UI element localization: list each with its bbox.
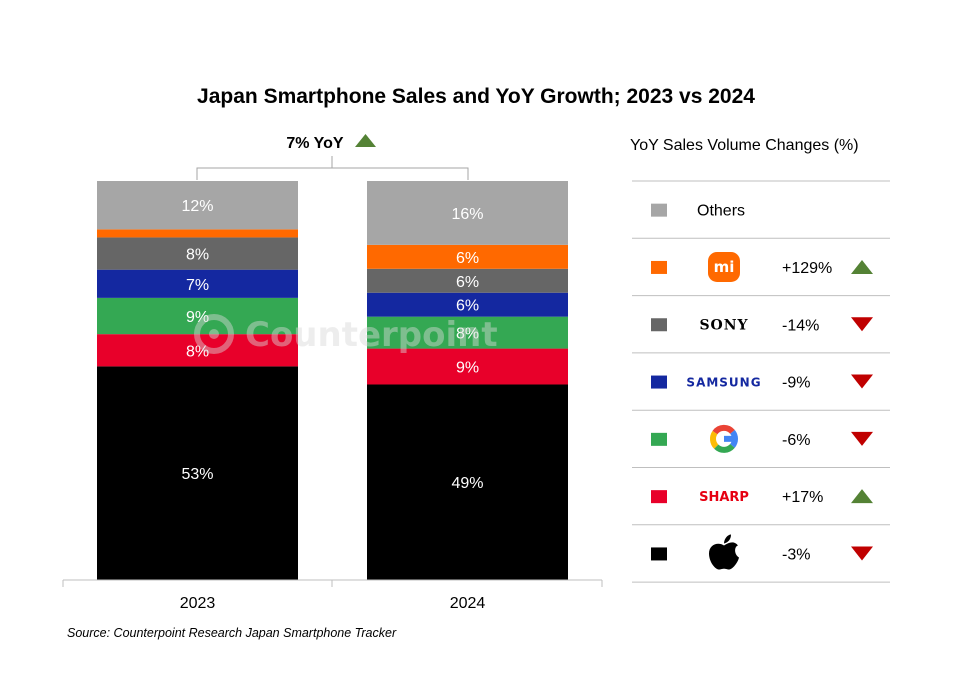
chart-title: Japan Smartphone Sales and YoY Growth; 2…	[197, 85, 755, 108]
down-arrow-icon	[851, 431, 873, 446]
data-label-sony-2024: 6%	[456, 274, 479, 291]
down-arrow-icon	[851, 317, 873, 332]
legend-change-sony: -14%	[782, 317, 819, 334]
legend-change-sharp: +17%	[782, 489, 823, 506]
bar-segment-xiaomi-2023	[97, 229, 298, 238]
data-label-apple-2024: 49%	[451, 475, 483, 492]
legend-swatch-apple	[651, 547, 667, 561]
bar-segment-apple-2023	[97, 366, 298, 580]
data-label-others-2023: 12%	[181, 198, 213, 215]
bar-segment-google-2024	[367, 316, 568, 349]
yoy-up-arrow-icon	[355, 134, 376, 147]
data-label-xiaomi-2024: 6%	[456, 250, 479, 267]
xiaomi-logo: mi	[708, 251, 740, 282]
category-label-2024: 2024	[450, 595, 486, 612]
legend-swatch-sony	[651, 318, 667, 332]
data-label-apple-2023: 53%	[181, 466, 213, 483]
legend-swatch-samsung	[651, 375, 667, 389]
bars: 53% 8% 9% 7% 8% 12% 49% 9% 8% 6% 6% 6% 16%	[97, 181, 568, 580]
legend-swatch-sharp	[651, 490, 667, 504]
sony-logo: SONY	[699, 317, 748, 333]
legend-label-others: Others	[697, 203, 745, 220]
apple-logo	[709, 534, 739, 570]
legend-change-google: -6%	[782, 432, 810, 449]
category-labels: 2023 2024	[180, 595, 486, 612]
yoy-label: 7% YoY	[286, 135, 344, 152]
legend: Others mi +129% SONY -14% SAMSUNG -9% -6% SHARP +…	[632, 180, 890, 583]
data-label-sony-2023: 8%	[186, 247, 209, 264]
source-note: Source: Counterpoint Research Japan Smar…	[67, 626, 397, 640]
yoy-bracket	[196, 156, 469, 180]
up-arrow-icon	[851, 489, 873, 504]
down-arrow-icon	[851, 546, 873, 561]
legend-swatch-xiaomi	[651, 260, 667, 274]
data-label-samsung-2024: 6%	[456, 298, 479, 315]
samsung-logo: SAMSUNG	[686, 376, 761, 390]
up-arrow-icon	[851, 259, 873, 274]
down-arrow-icon	[851, 374, 873, 389]
bar-segment-sharp-2024	[367, 348, 568, 385]
bar-segment-apple-2024	[367, 384, 568, 580]
legend-change-xiaomi: +129%	[782, 260, 832, 277]
bar-segment-samsung-2023	[97, 269, 298, 298]
data-label-google-2023: 9%	[186, 309, 209, 326]
data-label-samsung-2023: 7%	[186, 277, 209, 294]
google-logo	[710, 424, 738, 453]
bar-segment-sony-2023	[97, 237, 298, 270]
bar-segment-sony-2024	[367, 268, 568, 293]
data-label-sharp-2024: 9%	[456, 360, 479, 377]
data-label-sharp-2023: 8%	[186, 343, 209, 360]
bar-segment-google-2023	[97, 297, 298, 335]
data-label-others-2024: 16%	[451, 206, 483, 223]
data-label-google-2024: 8%	[456, 326, 479, 343]
legend-swatch-google	[651, 432, 667, 446]
bar-segment-others-2023	[97, 181, 298, 230]
category-label-2023: 2023	[180, 595, 216, 612]
bar-segment-xiaomi-2024	[367, 244, 568, 269]
xiaomi-logo-text: mi	[714, 258, 735, 276]
watermark	[194, 314, 234, 354]
legend-swatch-others	[651, 203, 667, 217]
bar-segment-others-2024	[367, 181, 568, 245]
legend-title: YoY Sales Volume Changes (%)	[630, 137, 859, 154]
legend-change-apple: -3%	[782, 546, 810, 563]
watermark-text: Counterpoint	[245, 315, 498, 355]
bar-segment-sharp-2023	[97, 334, 298, 367]
legend-change-samsung: -9%	[782, 375, 810, 392]
sharp-logo: SHARP	[699, 490, 749, 505]
bar-segment-samsung-2024	[367, 292, 568, 317]
